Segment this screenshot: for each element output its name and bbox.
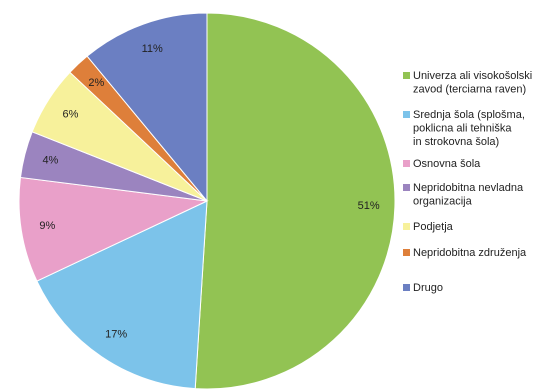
legend-label-3: Osnovna šola: [413, 158, 481, 170]
pie-slice-labels: 51% 17% 9% 4% 6% 2% 11%: [39, 43, 379, 341]
slice-label-5: 6%: [63, 108, 79, 120]
legend-label-2: Srednja šola (splošma, poklicna ali tehni…: [413, 109, 525, 148]
legend-swatch-7: [403, 284, 410, 291]
pie-slices: [18, 12, 396, 390]
legend-label-7: Drugo: [413, 282, 443, 294]
legend-swatch-6: [403, 249, 410, 256]
legend-swatch-5: [403, 223, 410, 230]
legend-label-4: Nepridobitna nevladna organizacija: [413, 182, 524, 208]
slice-label-3: 9%: [39, 220, 55, 232]
pie-slice-2: [36, 200, 208, 390]
legend-label-5: Podjetja: [413, 221, 454, 233]
legend-swatch-1: [403, 72, 410, 79]
legend-swatch-3: [403, 160, 410, 167]
legend-label-6: Nepridobitna združenja: [413, 247, 527, 259]
legend: Univerza ali visokošolski zavod (terciarn…: [403, 70, 532, 294]
slice-label-1: 51%: [358, 200, 380, 212]
slice-label-6: 2%: [88, 77, 104, 89]
slice-label-2: 17%: [105, 329, 127, 341]
slice-label-7: 11%: [142, 43, 163, 55]
legend-swatch-2: [403, 111, 410, 118]
slice-label-4: 4%: [42, 155, 58, 167]
legend-swatch-4: [403, 184, 410, 191]
pie-slice-3: [18, 176, 209, 282]
legend-label-1: Univerza ali visokošolski zavod (terciarn…: [413, 70, 532, 96]
pie-slice-7: [86, 12, 208, 203]
pie-slice-1: [194, 12, 396, 390]
